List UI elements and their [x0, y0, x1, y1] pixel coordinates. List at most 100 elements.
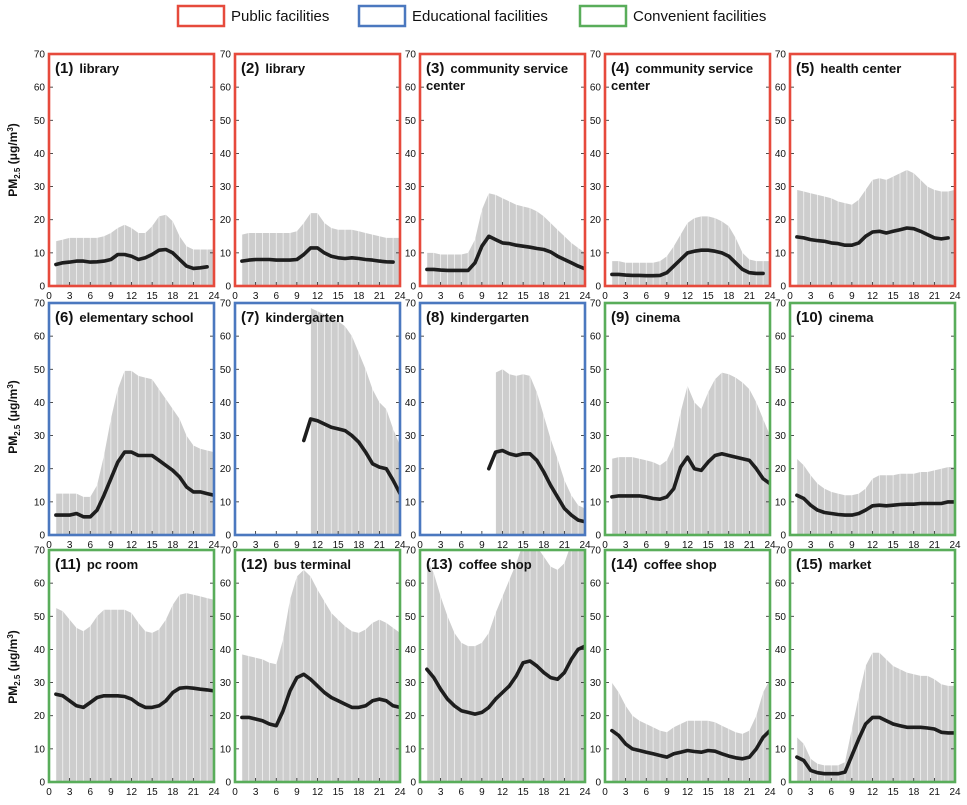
panel-4: 0 10 20 30 40 50 60 70 0 3 6 9 12 15 18 21 24 (4) communit…: [590, 50, 776, 303]
x-tick-label: 0: [787, 540, 793, 551]
panel-frame-13: [418, 548, 587, 784]
y-tick-label: 30: [775, 431, 787, 442]
y-tick-label: 70: [220, 299, 232, 310]
y-tick-label: 60: [775, 332, 787, 343]
x-tick-label: 3: [438, 787, 444, 798]
x-tick-label: 9: [294, 291, 300, 302]
y-tick-label: 70: [775, 50, 787, 61]
x-tick-label: 24: [579, 540, 591, 551]
y-tick-label: 30: [34, 182, 46, 193]
y-tick-label: 20: [775, 711, 787, 722]
y-tick-label: 50: [34, 365, 46, 376]
y-tick-label: 0: [39, 531, 45, 542]
panel-1: 0 10 20 30 40 50 60 70 0 3 6 9 12 15 18 21 24 (1) library: [34, 50, 220, 303]
mean-line-5: [795, 226, 950, 247]
y-tick-label: 10: [775, 497, 787, 508]
x-tick-label: 3: [808, 291, 814, 302]
x-tick-label: 0: [417, 787, 423, 798]
y-tick-label: 40: [775, 398, 787, 409]
x-tick-label: 3: [253, 540, 259, 551]
y-tick-label: 40: [34, 149, 46, 160]
x-tick-label: 15: [888, 291, 900, 302]
y-tick-label: 0: [410, 282, 416, 293]
y-tick-label: 20: [405, 215, 417, 226]
x-tick-label: 21: [374, 291, 386, 302]
x-tick-label: 0: [417, 540, 423, 551]
panel-frame-7: [233, 301, 402, 537]
panel-10: 0 10 20 30 40 50 60 70 0 3 6 9 12 15 18 21 24 (10) cinema: [775, 299, 961, 552]
x-tick-label: 18: [167, 291, 179, 302]
panel-title-2: (2) library: [241, 60, 306, 77]
legend-label-educational: Educational facilities: [412, 8, 548, 25]
x-tick-label: 3: [623, 787, 629, 798]
y-tick-label: 60: [405, 83, 417, 94]
x-tick-label: 9: [849, 291, 855, 302]
x-tick-label: 15: [888, 540, 900, 551]
panel-frame-14: [603, 548, 772, 784]
panel-9: 0 10 20 30 40 50 60 70 0 3 6 9 12 15 18 21 24 (9) cinema: [590, 299, 776, 552]
svg-text:PM2.5 (μg/m3): PM2.5 (μg/m3): [6, 123, 22, 197]
y-tick-label: 60: [405, 332, 417, 343]
panel-title-9: (9) cinema: [611, 309, 681, 326]
x-tick-label: 24: [394, 787, 406, 798]
y-tick-label: 10: [34, 497, 46, 508]
x-tick-label: 24: [208, 291, 220, 302]
x-tick-label: 18: [167, 787, 179, 798]
panel-frame-3: [418, 52, 587, 288]
y-tick-label: 30: [220, 431, 232, 442]
band-14: [611, 679, 770, 782]
x-tick-label: 21: [929, 291, 941, 302]
legend-swatch-convenient: [578, 4, 628, 28]
y-tick-label: 40: [775, 645, 787, 656]
x-tick-label: 6: [458, 787, 464, 798]
x-tick-label: 21: [744, 540, 756, 551]
legend-swatch-public: [176, 4, 226, 28]
y-tick-label: 50: [405, 365, 417, 376]
band-13: [426, 550, 585, 782]
x-tick-label: 15: [518, 787, 530, 798]
x-tick-label: 0: [232, 540, 238, 551]
y-tick-label: 30: [34, 678, 46, 689]
y-tick-label: 20: [590, 464, 602, 475]
x-tick-label: 6: [643, 787, 649, 798]
y-tick-label: 70: [405, 299, 417, 310]
x-tick-label: 0: [46, 291, 52, 302]
x-tick-label: 24: [208, 540, 220, 551]
y-tick-label: 60: [34, 579, 46, 590]
panel-12: 0 10 20 30 40 50 60 70 0 3 6 9 12 15 18 21 24 (12) bus ter…: [220, 546, 406, 799]
x-tick-label: 3: [623, 540, 629, 551]
x-tick-label: 12: [312, 787, 324, 798]
x-tick-label: 21: [559, 540, 571, 551]
x-tick-label: 3: [253, 787, 259, 798]
panel-frame-10: [788, 301, 957, 537]
y-tick-label: 40: [590, 149, 602, 160]
y-tick-label: 50: [775, 365, 787, 376]
y-tick-label: 0: [225, 282, 231, 293]
y-tick-label: 30: [590, 431, 602, 442]
band-10: [796, 458, 955, 535]
y-tick-label: 10: [590, 497, 602, 508]
y-tick-label: 70: [590, 546, 602, 557]
panel-title-4: (4) community service: [611, 60, 753, 77]
y-tick-label: 40: [405, 149, 417, 160]
x-tick-label: 18: [167, 540, 179, 551]
x-tick-label: 12: [682, 787, 694, 798]
ylabel-row-1: PM2.5 (μg/m3): [6, 123, 22, 197]
mean-line-15: [795, 715, 955, 776]
x-tick-label: 15: [333, 291, 345, 302]
y-tick-label: 60: [590, 332, 602, 343]
y-tick-label: 60: [34, 332, 46, 343]
x-tick-label: 12: [126, 291, 138, 302]
x-tick-label: 9: [479, 291, 485, 302]
x-tick-label: 21: [559, 787, 571, 798]
x-tick-label: 21: [559, 291, 571, 302]
x-tick-label: 24: [394, 540, 406, 551]
y-tick-label: 70: [405, 546, 417, 557]
x-tick-label: 18: [538, 540, 550, 551]
y-tick-label: 0: [595, 282, 601, 293]
y-tick-label: 50: [220, 612, 232, 623]
y-tick-label: 0: [410, 778, 416, 789]
x-tick-label: 18: [723, 540, 735, 551]
x-tick-label: 3: [808, 540, 814, 551]
